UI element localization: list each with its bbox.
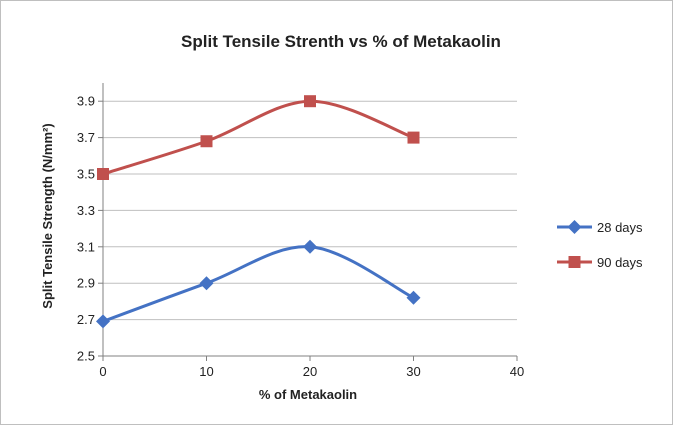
y-tick-label: 3.5 [77, 167, 95, 182]
y-tick-label: 2.9 [77, 276, 95, 291]
y-tick-label: 3.3 [77, 203, 95, 218]
data-point-28-days [96, 314, 110, 329]
data-point-28-days [199, 276, 214, 291]
chart-title: Split Tensile Strenth vs % of Metakaolin [181, 32, 501, 51]
y-tick-label: 2.5 [77, 349, 95, 364]
series-28-days [96, 239, 421, 329]
y-tick-label: 3.9 [77, 94, 95, 109]
axes [102, 83, 517, 357]
x-axis-title: % of Metakaolin [259, 387, 357, 402]
data-point-28-days [303, 239, 317, 254]
data-point-90-days [407, 131, 420, 144]
legend-label-28-days: 28 days [597, 220, 643, 235]
x-tick-label: 10 [199, 364, 213, 379]
gridlines [103, 100, 517, 321]
x-tick-label: 40 [510, 364, 524, 379]
legend-marker-90-days [568, 256, 581, 268]
y-axis-title: Split Tensile Strength (N/mm²) [40, 123, 55, 308]
data-point-90-days [97, 168, 109, 180]
series-line-90-days [101, 99, 415, 176]
legend-label-90-days: 90 days [597, 255, 643, 270]
y-tick-label: 3.7 [77, 130, 95, 145]
x-tick-label: 30 [406, 364, 420, 379]
series-line-28-days [101, 245, 415, 323]
x-axis-ticks: 0 10 20 30 40 [99, 356, 524, 379]
data-point-90-days [200, 135, 213, 148]
data-point-28-days [406, 290, 421, 305]
data-point-90-days [304, 95, 316, 108]
series-90-days [97, 95, 420, 180]
legend-marker-28-days [567, 220, 582, 234]
series-lines [96, 95, 421, 329]
y-tick-label: 3.1 [77, 239, 95, 254]
y-tick-label: 2.7 [77, 312, 95, 327]
legend: 28 days 90 days [557, 220, 643, 270]
x-tick-label: 0 [99, 364, 106, 379]
x-tick-label: 20 [303, 364, 317, 379]
